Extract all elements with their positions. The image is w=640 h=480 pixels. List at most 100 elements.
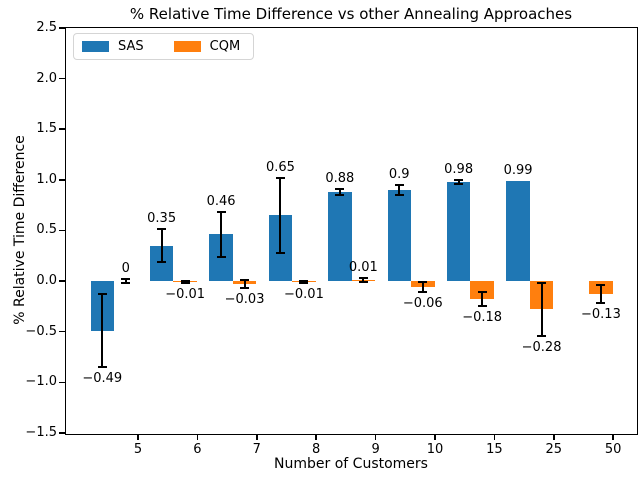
error-bar-cap	[358, 281, 368, 283]
error-bar	[421, 282, 424, 293]
error-bar-cap	[240, 287, 250, 289]
x-tick-label: 10	[426, 442, 444, 457]
x-tick-mark	[196, 433, 199, 440]
y-tick-mark	[59, 229, 65, 232]
y-tick-label: 2.5	[36, 19, 57, 35]
value-label: 0	[121, 260, 130, 276]
x-tick-label: 8	[312, 442, 321, 457]
x-tick-mark	[137, 433, 139, 440]
value-label: 0.65	[265, 159, 295, 175]
y-tick-mark	[59, 432, 65, 434]
error-bar-cap	[335, 194, 345, 196]
value-label: 0.9	[388, 166, 410, 182]
error-bar-cap	[275, 251, 285, 254]
y-tick-mark	[59, 128, 65, 130]
error-bar-cap	[394, 194, 404, 196]
error-bar	[124, 278, 127, 284]
error-bar-cap	[477, 291, 487, 294]
x-tick-mark	[493, 433, 496, 440]
y-tick-mark	[59, 381, 65, 383]
bar-sas-15	[446, 181, 471, 281]
x-tick-mark	[256, 433, 258, 440]
value-label: −0.49	[82, 371, 123, 387]
error-bar-cap	[454, 178, 464, 181]
x-tick-mark	[315, 433, 317, 440]
error-bar	[302, 281, 305, 284]
error-bar-cap	[97, 366, 107, 368]
legend-label-cqm: CQM	[209, 39, 241, 54]
error-bar-cap	[121, 278, 131, 280]
error-bar-cap	[537, 282, 547, 284]
value-label: 0.99	[503, 162, 533, 178]
error-bar-cap	[537, 334, 547, 337]
error-bar	[599, 285, 602, 304]
error-bar	[160, 229, 163, 262]
value-label: 0.98	[444, 161, 474, 177]
y-tick-mark	[59, 27, 65, 29]
value-label: 0.01	[348, 259, 378, 275]
legend-entry-sas: SAS	[82, 39, 144, 54]
value-label: −0.01	[165, 287, 206, 303]
error-bar-cap	[335, 187, 345, 190]
x-tick-label: 50	[604, 442, 622, 457]
y-tick-label: −1.5	[25, 424, 57, 440]
x-tick-label: 7	[252, 442, 261, 457]
value-label: 0.35	[147, 211, 177, 227]
y-tick-label: 0.0	[36, 273, 57, 288]
y-tick-label: −1.0	[25, 374, 57, 390]
value-label: −0.06	[402, 296, 443, 312]
bar-sas-7	[209, 234, 233, 281]
x-tick-mark	[434, 433, 436, 440]
bar-sas-25	[506, 180, 530, 281]
x-tick-mark	[553, 433, 555, 440]
error-bar-cap	[299, 282, 309, 284]
value-label: −0.13	[581, 307, 621, 323]
x-tick-label: 9	[371, 442, 380, 457]
error-bar	[101, 294, 104, 368]
error-bar-cap	[180, 282, 190, 284]
error-bar	[338, 188, 341, 195]
x-tick-label: 15	[486, 442, 503, 457]
y-tick-label: 2.0	[36, 70, 57, 86]
bar-sas-6	[149, 245, 174, 281]
bar-sas-10	[387, 189, 411, 281]
chart-title: % Relative Time Difference vs other Anne…	[129, 5, 573, 23]
error-bar	[457, 179, 460, 184]
value-label: −0.01	[284, 287, 324, 303]
error-bar	[243, 279, 246, 289]
error-bar-cap	[596, 302, 606, 305]
error-bar	[184, 281, 187, 284]
error-bar-cap	[240, 279, 250, 281]
bar-sas-9	[328, 191, 352, 281]
bar-cqm-15	[470, 281, 494, 300]
error-bar-cap	[394, 183, 404, 186]
error-bar-cap	[216, 255, 226, 258]
x-tick-mark	[374, 433, 377, 440]
error-bar-cap	[180, 280, 190, 282]
sas-color-swatch	[82, 41, 109, 52]
error-bar	[481, 292, 484, 307]
x-tick-label: 5	[133, 442, 143, 457]
y-tick-mark	[59, 77, 65, 80]
error-bar-cap	[97, 293, 107, 296]
error-bar-cap	[454, 182, 464, 185]
y-tick-mark	[59, 179, 65, 181]
error-bar-cap	[299, 280, 309, 282]
error-bar	[220, 212, 223, 257]
error-bar-cap	[418, 281, 428, 283]
error-bar	[279, 177, 282, 253]
legend-entry-cqm: CQM	[173, 39, 241, 54]
x-axis-label: Number of Customers	[274, 456, 428, 472]
value-label: −0.03	[224, 292, 265, 308]
value-label: −0.18	[462, 310, 503, 326]
value-label: −0.28	[521, 339, 562, 355]
error-bar-cap	[358, 277, 368, 279]
legend-label-sas: SAS	[118, 39, 144, 54]
value-label: 0.88	[325, 170, 355, 186]
value-label: 0.46	[206, 194, 236, 210]
y-tick-mark	[59, 330, 65, 333]
x-tick-label: 6	[193, 442, 202, 457]
error-bar-cap	[216, 211, 226, 214]
y-tick-label: 0.5	[36, 222, 57, 238]
